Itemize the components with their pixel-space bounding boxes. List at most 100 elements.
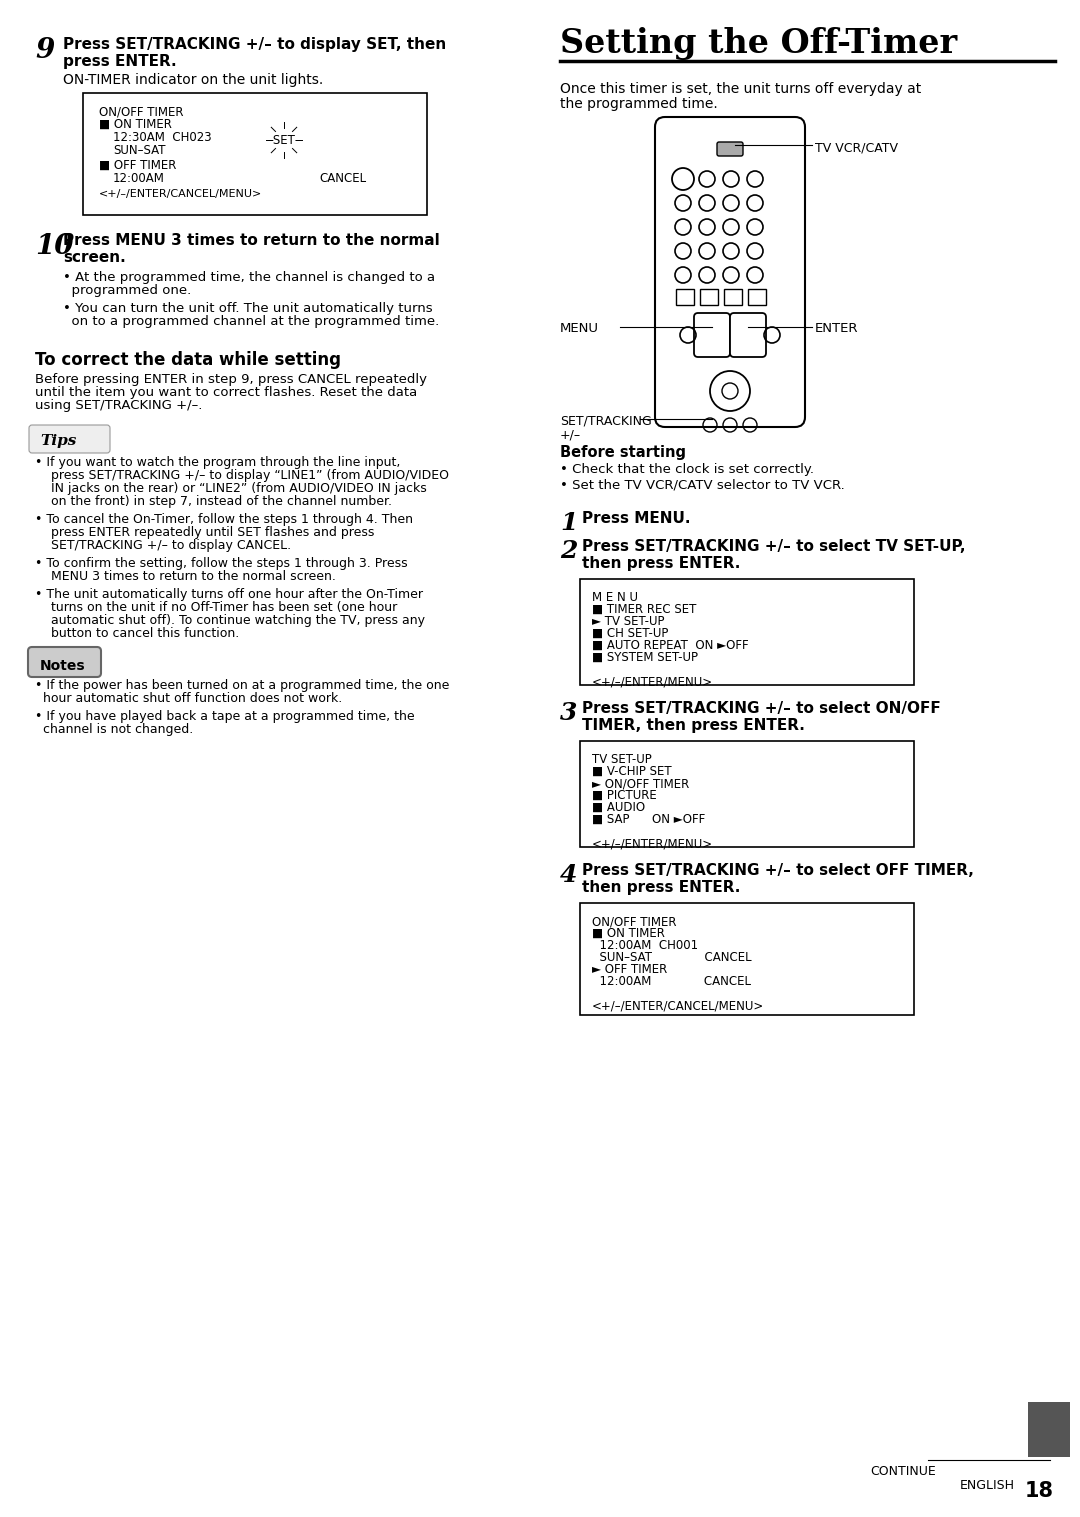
Text: 10: 10 (35, 234, 73, 259)
Text: Press SET/TRACKING +/– to select OFF TIMER,: Press SET/TRACKING +/– to select OFF TIM… (582, 863, 974, 878)
Text: 12:00AM              CANCEL: 12:00AM CANCEL (592, 975, 751, 988)
Text: <+/–/ENTER/MENU>: <+/–/ENTER/MENU> (592, 675, 713, 689)
Text: SET/TRACKING +/– to display CANCEL.: SET/TRACKING +/– to display CANCEL. (35, 539, 292, 552)
Bar (1028, 1402, 1070, 1456)
FancyBboxPatch shape (28, 646, 102, 677)
Text: programmed one.: programmed one. (63, 284, 191, 297)
Text: TV VCR/CATV: TV VCR/CATV (815, 141, 897, 155)
Text: ■ AUDIO: ■ AUDIO (592, 801, 645, 815)
Text: • Set the TV VCR/CATV selector to TV VCR.: • Set the TV VCR/CATV selector to TV VCR… (561, 478, 845, 492)
Text: • If the power has been turned on at a programmed time, the one: • If the power has been turned on at a p… (35, 680, 449, 692)
FancyBboxPatch shape (724, 290, 742, 305)
Text: 12:00AM  CH001: 12:00AM CH001 (592, 939, 698, 953)
FancyBboxPatch shape (29, 425, 110, 454)
Text: 12:00AM: 12:00AM (113, 171, 165, 185)
Text: ON-TIMER indicator on the unit lights.: ON-TIMER indicator on the unit lights. (63, 73, 323, 86)
Text: Before pressing ENTER in step 9, press CANCEL repeatedly: Before pressing ENTER in step 9, press C… (35, 373, 427, 385)
Text: ENTER: ENTER (815, 322, 859, 335)
Text: ■ AUTO REPEAT  ON ►OFF: ■ AUTO REPEAT ON ►OFF (592, 639, 748, 652)
FancyBboxPatch shape (580, 903, 914, 1015)
Text: • If you want to watch the program through the line input,: • If you want to watch the program throu… (35, 457, 401, 469)
Text: 2: 2 (561, 539, 578, 563)
Text: M E N U: M E N U (592, 592, 638, 604)
Text: ► OFF TIMER: ► OFF TIMER (592, 963, 667, 975)
Text: ■ ON TIMER: ■ ON TIMER (99, 118, 172, 130)
Text: automatic shut off). To continue watching the TV, press any: automatic shut off). To continue watchin… (35, 614, 426, 627)
Text: 4: 4 (561, 863, 578, 887)
Text: To correct the data while setting: To correct the data while setting (35, 350, 341, 369)
Text: ■ CH SET-UP: ■ CH SET-UP (592, 627, 669, 640)
Text: Press SET/TRACKING +/– to select TV SET-UP,: Press SET/TRACKING +/– to select TV SET-… (582, 539, 966, 554)
Text: 1: 1 (561, 511, 578, 536)
Text: –SET–: –SET– (267, 133, 301, 147)
Text: the programmed time.: the programmed time. (561, 97, 718, 111)
Text: SET/TRACKING: SET/TRACKING (561, 414, 651, 426)
Text: 12:30AM  CH023: 12:30AM CH023 (113, 130, 212, 144)
Text: on to a programmed channel at the programmed time.: on to a programmed channel at the progra… (63, 316, 440, 328)
Text: • The unit automatically turns off one hour after the On-Timer: • The unit automatically turns off one h… (35, 589, 423, 601)
Text: ■ ON TIMER: ■ ON TIMER (592, 927, 665, 941)
Text: ■ SYSTEM SET-UP: ■ SYSTEM SET-UP (592, 651, 698, 664)
Text: then press ENTER.: then press ENTER. (582, 880, 741, 895)
Text: TV SET-UP: TV SET-UP (592, 752, 651, 766)
Text: 3: 3 (561, 701, 578, 725)
FancyBboxPatch shape (748, 290, 766, 305)
Text: <+/–/ENTER/CANCEL/MENU>: <+/–/ENTER/CANCEL/MENU> (99, 190, 262, 199)
Text: Press SET/TRACKING +/– to display SET, then: Press SET/TRACKING +/– to display SET, t… (63, 36, 446, 52)
Text: SUN–SAT              CANCEL: SUN–SAT CANCEL (592, 951, 752, 963)
Text: TIMER, then press ENTER.: TIMER, then press ENTER. (582, 718, 805, 733)
Text: turns on the unit if no Off-Timer has been set (one hour: turns on the unit if no Off-Timer has be… (35, 601, 397, 614)
Text: <+/–/ENTER/CANCEL/MENU>: <+/–/ENTER/CANCEL/MENU> (592, 1000, 765, 1012)
Text: ■ V-CHIP SET: ■ V-CHIP SET (592, 765, 672, 778)
Text: MENU: MENU (561, 322, 599, 335)
Text: ► TV SET-UP: ► TV SET-UP (592, 614, 664, 628)
Text: ON/OFF TIMER: ON/OFF TIMER (99, 105, 184, 118)
Text: ON/OFF TIMER: ON/OFF TIMER (592, 915, 676, 928)
Text: • You can turn the unit off. The unit automatically turns: • You can turn the unit off. The unit au… (63, 302, 433, 316)
Text: CONTINUE: CONTINUE (870, 1465, 935, 1478)
Text: Once this timer is set, the unit turns off everyday at: Once this timer is set, the unit turns o… (561, 82, 921, 96)
Text: using SET/TRACKING +/–.: using SET/TRACKING +/–. (35, 399, 202, 413)
FancyBboxPatch shape (654, 117, 805, 426)
Text: Before starting: Before starting (561, 444, 686, 460)
Text: ► ON/OFF TIMER: ► ON/OFF TIMER (592, 777, 689, 790)
Text: • Check that the clock is set correctly.: • Check that the clock is set correctly. (561, 463, 814, 476)
Text: CANCEL: CANCEL (319, 171, 366, 185)
FancyBboxPatch shape (580, 579, 914, 686)
Text: 18: 18 (1025, 1481, 1054, 1500)
Text: press ENTER repeatedly until SET flashes and press: press ENTER repeatedly until SET flashes… (35, 526, 375, 539)
Text: Press SET/TRACKING +/– to select ON/OFF: Press SET/TRACKING +/– to select ON/OFF (582, 701, 941, 716)
Text: <+/–/ENTER/MENU>: <+/–/ENTER/MENU> (592, 837, 713, 850)
Text: screen.: screen. (63, 250, 125, 265)
Text: • To cancel the On-Timer, follow the steps 1 through 4. Then: • To cancel the On-Timer, follow the ste… (35, 513, 413, 526)
Text: Press MENU 3 times to return to the normal: Press MENU 3 times to return to the norm… (63, 234, 440, 247)
Text: button to cancel this function.: button to cancel this function. (35, 627, 240, 640)
Text: then press ENTER.: then press ENTER. (582, 557, 741, 570)
Text: SUN–SAT: SUN–SAT (113, 144, 165, 156)
Text: on the front) in step 7, instead of the channel number.: on the front) in step 7, instead of the … (35, 495, 392, 508)
FancyBboxPatch shape (676, 290, 694, 305)
Text: press ENTER.: press ENTER. (63, 55, 177, 68)
Text: Setting the Off-Timer: Setting the Off-Timer (561, 27, 957, 61)
Text: Tips: Tips (40, 434, 77, 448)
Text: • If you have played back a tape at a programmed time, the: • If you have played back a tape at a pr… (35, 710, 415, 724)
Text: channel is not changed.: channel is not changed. (35, 724, 193, 736)
Text: ■ TIMER REC SET: ■ TIMER REC SET (592, 602, 697, 616)
Circle shape (723, 382, 738, 399)
Text: Press MENU.: Press MENU. (582, 511, 690, 526)
Text: Notes: Notes (40, 658, 85, 674)
Text: MENU 3 times to return to the normal screen.: MENU 3 times to return to the normal scr… (35, 570, 336, 583)
Text: ■ SAP      ON ►OFF: ■ SAP ON ►OFF (592, 813, 705, 825)
Text: • At the programmed time, the channel is changed to a: • At the programmed time, the channel is… (63, 272, 435, 284)
Text: hour automatic shut off function does not work.: hour automatic shut off function does no… (35, 692, 342, 705)
Text: IN jacks on the rear) or “LINE2” (from AUDIO/VIDEO IN jacks: IN jacks on the rear) or “LINE2” (from A… (35, 482, 427, 495)
Text: ■ PICTURE: ■ PICTURE (592, 789, 657, 802)
Text: • To confirm the setting, follow the steps 1 through 3. Press: • To confirm the setting, follow the ste… (35, 557, 407, 570)
Text: ENGLISH: ENGLISH (960, 1479, 1015, 1493)
FancyBboxPatch shape (83, 93, 427, 215)
FancyBboxPatch shape (730, 313, 766, 356)
FancyBboxPatch shape (717, 143, 743, 156)
FancyBboxPatch shape (700, 290, 718, 305)
Text: ■ OFF TIMER: ■ OFF TIMER (99, 159, 176, 171)
Text: +/–: +/– (561, 428, 581, 441)
